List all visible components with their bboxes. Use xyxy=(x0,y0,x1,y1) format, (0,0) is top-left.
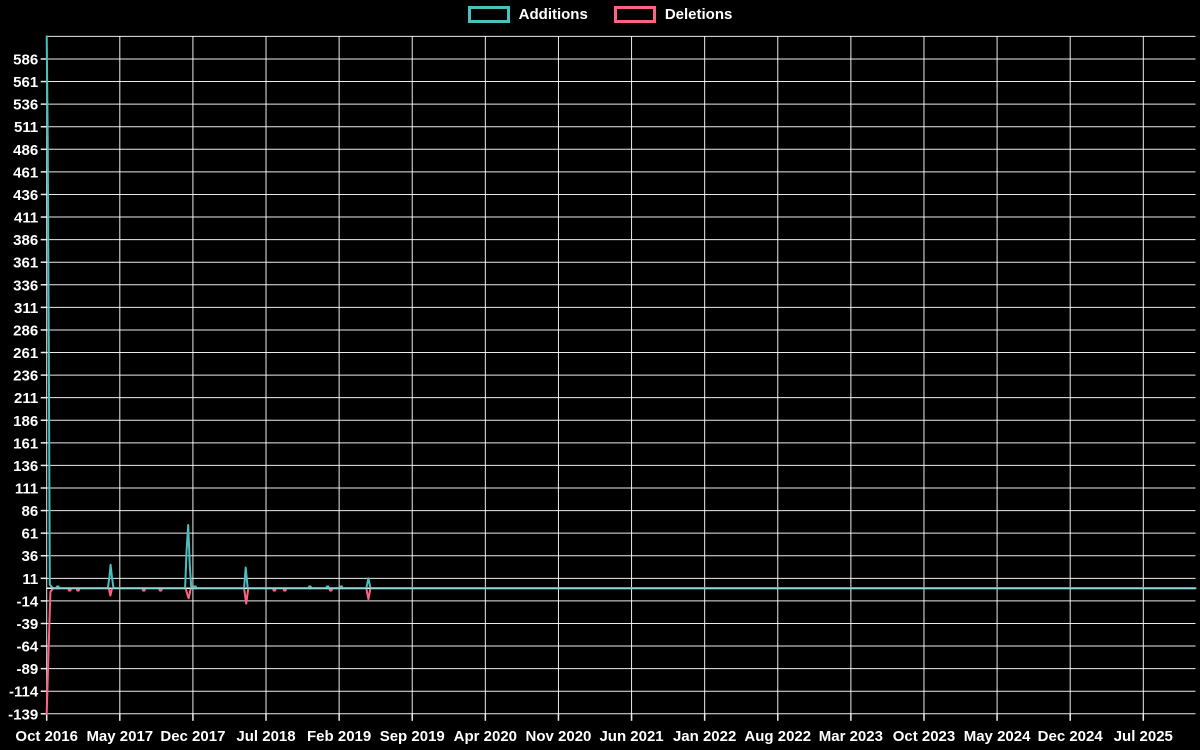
y-axis-tick-label: 386 xyxy=(13,232,38,249)
y-axis-tick-label: 311 xyxy=(14,300,38,317)
chart-legend: Additions Deletions xyxy=(0,6,1200,23)
y-axis-tick-label: 511 xyxy=(14,119,38,136)
legend-item-additions[interactable]: Additions xyxy=(467,6,588,23)
y-axis-tick-label: 61 xyxy=(22,526,39,543)
y-axis-tick-label: 461 xyxy=(13,164,38,181)
legend-item-deletions[interactable]: Deletions xyxy=(613,6,733,23)
y-axis-tick-label: 161 xyxy=(13,435,38,452)
y-axis-tick-label: 111 xyxy=(15,481,38,498)
y-axis-tick-label: 561 xyxy=(13,74,38,91)
legend-label-additions: Additions xyxy=(518,6,588,23)
y-axis-tick-label: -39 xyxy=(17,616,39,633)
x-axis-tick-label: Jan 2022 xyxy=(673,728,736,745)
y-axis-tick-label: 536 xyxy=(13,97,38,114)
y-axis-tick-label: -114 xyxy=(9,684,39,701)
x-axis-tick-label: Aug 2022 xyxy=(744,728,811,745)
y-axis-tick-label: 286 xyxy=(13,322,38,339)
x-axis-tick-label: May 2017 xyxy=(86,728,153,745)
x-axis-tick-label: Nov 2020 xyxy=(526,728,592,745)
y-axis-tick-label: 486 xyxy=(13,142,38,159)
x-axis-tick-label: Apr 2020 xyxy=(454,728,517,745)
y-axis-tick-label: 261 xyxy=(13,345,38,362)
y-axis-tick-label: 336 xyxy=(13,277,38,294)
y-axis-tick-label: -139 xyxy=(8,706,38,723)
y-axis-tick-label: 436 xyxy=(13,187,38,204)
x-axis-tick-label: Sep 2019 xyxy=(380,728,445,745)
y-axis-tick-label: 186 xyxy=(13,413,38,430)
legend-label-deletions: Deletions xyxy=(664,6,733,23)
x-axis-tick-label: Jul 2018 xyxy=(236,728,295,745)
additions-swatch-icon xyxy=(467,6,510,23)
y-axis-tick-label: 136 xyxy=(13,458,38,475)
y-axis-tick-label: 411 xyxy=(14,210,38,227)
y-axis-tick-label: 361 xyxy=(13,255,38,272)
y-axis-tick-label: 36 xyxy=(22,548,39,565)
y-axis-tick-label: 211 xyxy=(14,390,38,407)
y-axis-tick-label: 11 xyxy=(22,571,38,588)
y-axis-tick-label: -89 xyxy=(17,661,39,678)
y-axis-tick-label: 86 xyxy=(22,503,39,520)
y-axis-tick-label: -64 xyxy=(17,639,39,656)
x-axis-tick-label: Oct 2023 xyxy=(893,728,956,745)
y-axis-tick-label: 586 xyxy=(13,51,38,68)
x-axis-tick-label: Jul 2025 xyxy=(1114,728,1173,745)
x-axis-tick-label: May 2024 xyxy=(964,728,1031,745)
y-axis-tick-label: -14 xyxy=(17,593,39,610)
y-axis-tick-label: 236 xyxy=(13,368,38,385)
x-axis-tick-label: Dec 2017 xyxy=(160,728,225,745)
x-axis-tick-label: Feb 2019 xyxy=(307,728,371,745)
x-axis-tick-label: Jun 2021 xyxy=(599,728,663,745)
deletions-swatch-icon xyxy=(613,6,656,23)
x-axis-tick-label: Oct 2016 xyxy=(15,728,78,745)
x-axis-tick-label: Mar 2023 xyxy=(819,728,883,745)
x-axis-tick-label: Dec 2024 xyxy=(1038,728,1104,745)
